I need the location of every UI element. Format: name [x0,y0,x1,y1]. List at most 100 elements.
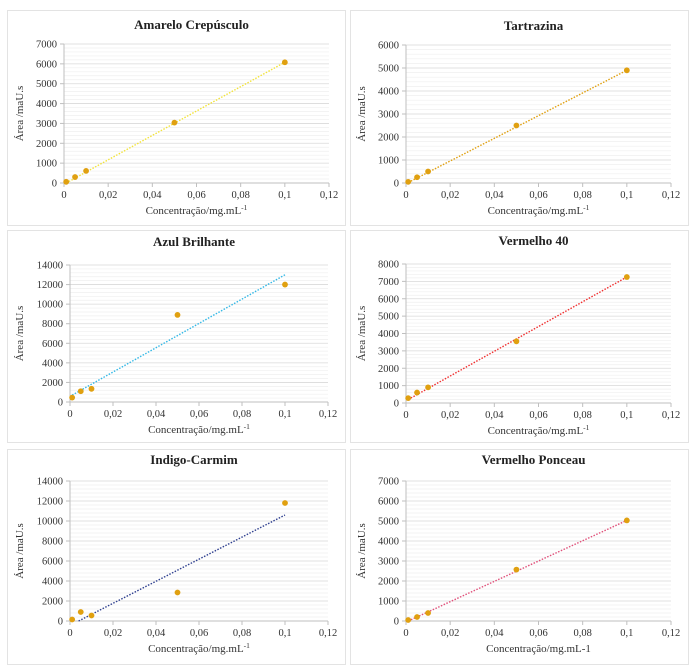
y-tick-label: 8000 [42,537,63,548]
data-point [282,281,288,288]
data-point [405,395,412,402]
x-axis-label: Concentração/mg.mL-1 [488,203,590,217]
y-tick-label: 6000 [378,41,399,52]
x-tick-label: 0,12 [662,410,680,421]
x-tick-label: 0,04 [147,409,166,420]
y-tick-label: 3000 [378,557,399,568]
y-tick-label: 0 [58,617,63,628]
y-tick-label: 0 [394,399,399,410]
x-tick-label: 0,08 [573,628,591,639]
x-tick-label: 0,1 [278,190,291,201]
y-tick-label: 5000 [36,79,57,90]
data-point [414,174,420,181]
trendline [407,69,628,184]
y-tick-label: 12000 [37,280,63,291]
x-axis-label: Concentração/mg.mL-1 [148,422,250,436]
x-tick-label: 0,06 [529,190,547,201]
y-tick-label: 0 [394,617,399,628]
data-point [414,389,420,396]
y-tick-label: 7000 [378,477,399,488]
x-tick-label: 0,06 [529,410,547,421]
y-tick-label: 1000 [378,597,399,608]
y-tick-label: 5000 [378,64,399,75]
x-tick-label: 0 [67,628,72,639]
y-tick-label: 0 [52,179,57,190]
x-tick-label: 0,04 [147,628,166,639]
data-point [171,119,178,126]
y-tick-label: 8000 [378,260,399,271]
chart-svg: Azul Brilhante 0 2000 4000 6000 8000 10000 1200… [14,234,337,436]
data-point [425,610,431,616]
y-tick-label: 14000 [37,261,63,272]
data-point [88,612,95,619]
x-tick-label: 0,12 [319,628,337,639]
x-tick-label: 0,1 [620,190,633,201]
x-tick-label: 0,04 [485,410,504,421]
y-tick-label: 2000 [36,139,57,150]
y-axis-label: Área /maU.s [14,86,26,142]
y-tick-label: 2000 [42,597,63,608]
y-tick-label: 8000 [42,319,63,330]
data-point [623,517,630,524]
y-axis-label: Área /maU.s [356,306,368,362]
y-tick-label: 1000 [378,156,399,167]
x-tick-label: 0,02 [441,410,459,421]
x-tick-label: 0,12 [662,190,680,201]
chart-panel-vermelho-40: Vermelho 40 0 1000 2000 3000 4000 5000 6000 7000… [350,230,689,443]
x-axis-label-superscript: -1 [244,641,250,650]
data-point [425,384,431,391]
chart-svg: Tartrazina 0 1000 2000 3000 4000 5000 6000 0 0,02… [356,18,680,217]
x-tick-label: 0,12 [320,190,338,201]
y-tick-label: 4000 [378,87,399,98]
y-tick-label: 1000 [36,159,57,170]
x-tick-label: 0,08 [233,409,251,420]
x-axis-label: Concentração/mg.mL-1 [148,641,250,655]
y-tick-label: 2000 [378,577,399,588]
chart-svg: Indigo-Carmim 0 2000 4000 6000 8000 10000 12000… [14,452,337,655]
y-tick-label: 3000 [378,110,399,121]
x-tick-label: 0,02 [441,628,459,639]
data-point [83,167,89,174]
chart-svg: Vermelho 40 0 1000 2000 3000 4000 5000 6000 7000… [356,233,680,437]
x-axis-label-superscript: -1 [583,203,589,212]
x-tick-label: 0,06 [187,190,205,201]
data-point [77,609,84,615]
y-tick-label: 14000 [37,477,63,488]
x-axis-label-superscript: -1 [244,422,250,431]
chart-panel-amarelo-crepusculo: Amarelo Crepúsculo 0 1000 2000 3000 4000 5000 6… [7,10,346,226]
chart-panel-vermelho-ponceau: Vermelho Ponceau 0 1000 2000 3000 4000 5000 600… [350,449,689,665]
trendline [65,61,286,184]
x-tick-label: 0,1 [620,410,633,421]
chart-title: Azul Brilhante [153,234,235,249]
y-axis-label: Área /maU.s [14,523,26,579]
x-tick-label: 0,02 [99,190,117,201]
chart-svg: Amarelo Crepúsculo 0 1000 2000 3000 4000 5000 6… [14,17,338,217]
x-axis-label: Concentração/mg.mL-1 [486,643,591,655]
y-tick-label: 2000 [42,378,63,389]
data-point [69,394,76,401]
data-point [69,616,76,623]
y-tick-label: 3000 [378,346,399,357]
data-point [88,385,95,392]
x-tick-label: 0,1 [278,628,291,639]
data-point [281,59,288,66]
x-tick-label: 0,06 [190,628,208,639]
data-point [623,67,630,74]
chart-title: Vermelho Ponceau [482,452,586,467]
y-tick-label: 0 [394,179,399,190]
y-tick-label: 3000 [36,119,57,130]
x-axis-label-superscript: -1 [583,423,589,432]
x-tick-label: 0,12 [662,628,680,639]
x-axis-label: Concentração/mg.mL-1 [146,203,248,217]
x-tick-label: 0 [61,190,66,201]
chart-title: Amarelo Crepúsculo [134,17,249,32]
chart-panel-azul-brilhante: Azul Brilhante 0 2000 4000 6000 8000 10000 1200… [7,230,346,443]
x-tick-label: 0,08 [573,190,591,201]
y-tick-label: 7000 [36,40,57,51]
data-point [623,274,630,280]
data-point [513,122,520,129]
y-tick-label: 4000 [42,577,63,588]
y-tick-label: 0 [58,398,63,409]
y-tick-label: 6000 [378,294,399,305]
chart-title: Vermelho 40 [499,233,569,248]
